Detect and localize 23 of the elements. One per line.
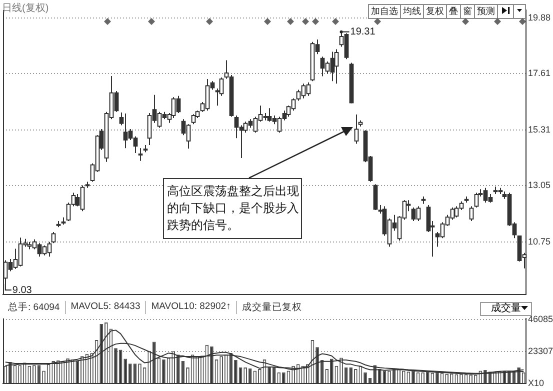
y-tick-label: 23307 xyxy=(528,346,553,356)
annotation: 叠 xyxy=(446,4,461,19)
y-tick-label: 19.88 xyxy=(528,12,551,22)
chart-title: 日线(复权) xyxy=(2,2,49,15)
y-tick-label: 15.31 xyxy=(528,124,551,134)
annotation: 复权 xyxy=(423,4,447,19)
y-tick-label: 13.05 xyxy=(528,180,551,190)
text: 总手: 64094 xyxy=(3,301,66,314)
y-tick-label: 17.61 xyxy=(528,68,551,78)
annotation: 高位区震荡盘整之后出现的向下缺口，是个股步入跌势的信号。 xyxy=(163,178,302,239)
annotation: 19.31 xyxy=(350,26,376,38)
annotation: 预测 xyxy=(474,4,498,19)
annotation: 均线 xyxy=(400,4,424,19)
text: 成交量已复权 xyxy=(240,301,303,314)
annotation: 加自选 xyxy=(368,4,401,19)
y-tick-label: 10.75 xyxy=(528,236,551,246)
text: MAVOL5: 84433 xyxy=(66,301,146,314)
text: 成交量 xyxy=(491,303,521,314)
y-tick-label: 46085 xyxy=(528,314,553,324)
y-tick-label: X10 xyxy=(528,378,544,388)
annotation: 9.03 xyxy=(12,284,32,296)
text: MAVOL10: 82902↑ xyxy=(146,301,237,314)
annotation: 窗 xyxy=(460,4,475,19)
